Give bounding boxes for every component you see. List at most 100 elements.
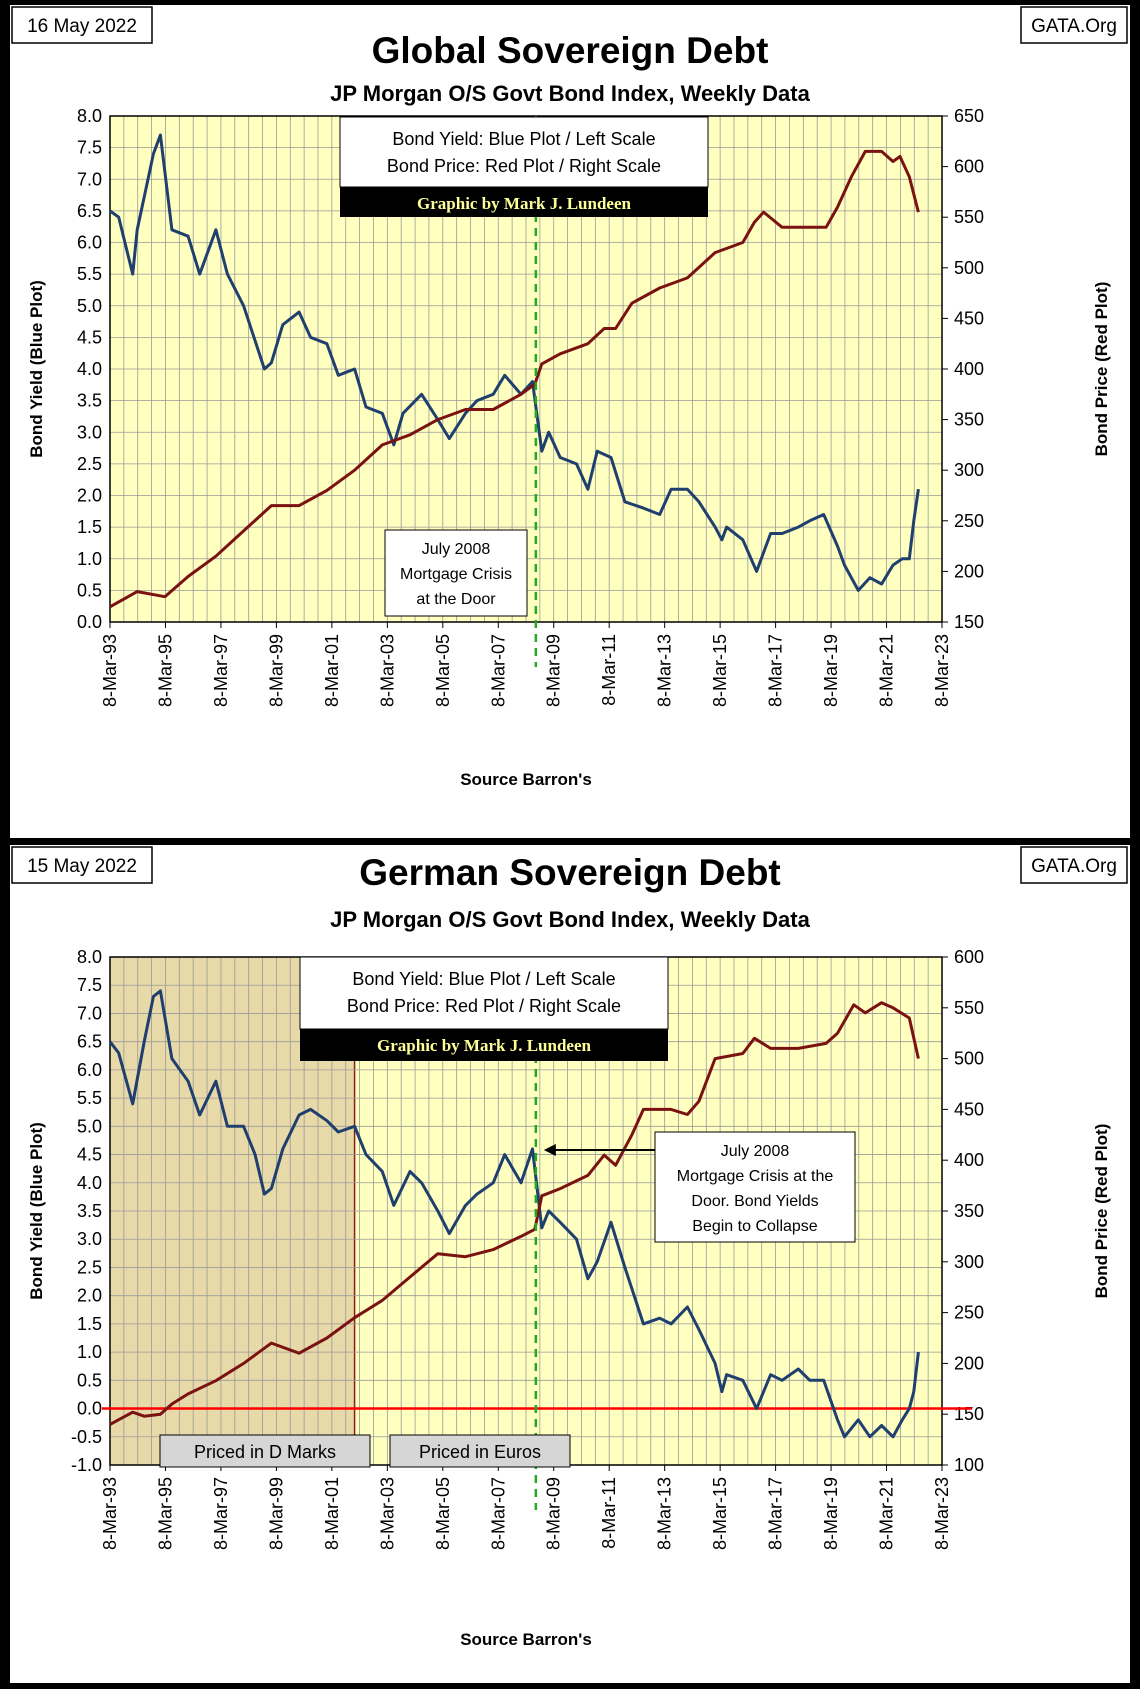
y-left-tick-label: 2.0 bbox=[77, 486, 102, 506]
x-tick-label: 8-Mar-97 bbox=[211, 1477, 231, 1550]
date-box bbox=[11, 846, 153, 884]
region-label-box bbox=[389, 1434, 571, 1468]
y-left-tick-label: 6.5 bbox=[77, 1032, 102, 1052]
chart-subtitle: JP Morgan O/S Govt Bond Index, Weekly Da… bbox=[330, 907, 810, 932]
graphic-credit-banner bbox=[340, 187, 708, 217]
region-label: Priced in D Marks bbox=[194, 1442, 336, 1462]
y-left-tick-label: 0.0 bbox=[77, 612, 102, 632]
annotation-line: Door. Bond Yields bbox=[691, 1193, 818, 1210]
legend-line: Bond Yield: Blue Plot / Left Scale bbox=[352, 969, 615, 989]
global-debt-chart-panel: 16 May 2022 GATA.Org Global Sovereign Debt… bbox=[10, 5, 1130, 838]
annotation-box bbox=[384, 529, 528, 617]
y-right-axis-label: Bond Price (Red Plot) bbox=[1092, 1124, 1111, 1299]
annotation-arrowhead bbox=[543, 1144, 556, 1156]
y-right-tick-label: 500 bbox=[954, 1049, 984, 1069]
x-axis-label: Source Barron's bbox=[460, 1630, 592, 1649]
plot-border bbox=[109, 115, 943, 623]
annotation-line: July 2008 bbox=[422, 541, 491, 558]
y-left-tick-label: 7.0 bbox=[77, 169, 102, 189]
y-left-tick-label: 5.5 bbox=[77, 264, 102, 284]
x-tick-label: 8-Mar-07 bbox=[488, 1477, 508, 1550]
x-tick-label: 8-Mar-23 bbox=[932, 634, 952, 707]
y-left-tick-label: 7.5 bbox=[77, 975, 102, 995]
y-left-tick-label: 5.0 bbox=[77, 1116, 102, 1136]
annotation-line: July 2008 bbox=[721, 1143, 790, 1160]
y-right-tick-label: 650 bbox=[954, 106, 984, 126]
credit-box bbox=[1020, 6, 1128, 44]
y-left-tick-label: 8.0 bbox=[77, 106, 102, 126]
region-label: Priced in Euros bbox=[419, 1442, 541, 1462]
date-box bbox=[11, 6, 153, 44]
y-right-tick-label: 300 bbox=[954, 1252, 984, 1272]
x-tick-label: 8-Mar-99 bbox=[266, 634, 286, 707]
y-left-tick-label: 4.0 bbox=[77, 359, 102, 379]
y-right-tick-label: 150 bbox=[954, 1404, 984, 1424]
y-left-tick-label: 3.5 bbox=[77, 1201, 102, 1221]
x-tick-label: 8-Mar-09 bbox=[544, 634, 564, 707]
y-right-tick-label: 550 bbox=[954, 998, 984, 1018]
y-left-tick-label: 5.5 bbox=[77, 1088, 102, 1108]
credit-box bbox=[1020, 846, 1128, 884]
x-tick-label: 8-Mar-95 bbox=[155, 634, 175, 707]
x-tick-label: 8-Mar-21 bbox=[877, 1477, 897, 1550]
x-tick-label: 8-Mar-13 bbox=[655, 1477, 675, 1550]
y-right-tick-label: 550 bbox=[954, 207, 984, 227]
legend-line: Bond Price: Red Plot / Right Scale bbox=[347, 996, 621, 1016]
chart-subtitle: JP Morgan O/S Govt Bond Index, Weekly Da… bbox=[330, 81, 810, 106]
annotation-line: Begin to Collapse bbox=[692, 1218, 818, 1235]
graphic-credit-banner bbox=[300, 1029, 668, 1061]
x-tick-label: 8-Mar-17 bbox=[766, 1477, 786, 1550]
y-left-tick-label: 6.0 bbox=[77, 1060, 102, 1080]
x-tick-label: 8-Mar-15 bbox=[710, 1477, 730, 1550]
y-right-tick-label: 600 bbox=[954, 157, 984, 177]
global-debt-chart: 16 May 2022 GATA.Org Global Sovereign Debt… bbox=[11, 6, 1128, 789]
y-left-tick-label: 7.0 bbox=[77, 1003, 102, 1023]
y-left-tick-label: 1.5 bbox=[77, 517, 102, 537]
x-tick-label: 8-Mar-99 bbox=[266, 1477, 286, 1550]
y-left-tick-label: 3.0 bbox=[77, 1229, 102, 1249]
bond-price-series bbox=[109, 149, 920, 609]
date-label: 15 May 2022 bbox=[27, 856, 137, 877]
y-right-tick-label: 150 bbox=[954, 612, 984, 632]
x-tick-label: 8-Mar-01 bbox=[322, 634, 342, 707]
german-debt-chart: 15 May 2022 GATA.Org German Sovereign Debt… bbox=[11, 846, 1128, 1649]
gata-credit: GATA.Org bbox=[1031, 856, 1117, 877]
y-left-tick-label: 0.5 bbox=[77, 580, 102, 600]
region-label-box bbox=[159, 1434, 371, 1468]
x-tick-label: 8-Mar-93 bbox=[100, 1477, 120, 1550]
chart-title: Global Sovereign Debt bbox=[372, 30, 769, 71]
y-left-tick-label: 8.0 bbox=[77, 947, 102, 967]
y-right-tick-label: 600 bbox=[954, 947, 984, 967]
x-tick-label: 8-Mar-01 bbox=[322, 1477, 342, 1550]
x-tick-label: 8-Mar-23 bbox=[932, 1477, 952, 1550]
y-left-tick-label: 6.5 bbox=[77, 201, 102, 221]
y-right-tick-label: 250 bbox=[954, 1303, 984, 1323]
x-tick-label: 8-Mar-93 bbox=[100, 634, 120, 707]
x-tick-label: 8-Mar-09 bbox=[544, 1477, 564, 1550]
x-tick-label: 8-Mar-17 bbox=[766, 634, 786, 707]
y-left-tick-label: 5.0 bbox=[77, 296, 102, 316]
legend-line: Bond Price: Red Plot / Right Scale bbox=[387, 156, 661, 176]
bond-yield-series bbox=[109, 133, 920, 592]
y-left-tick-label: 2.5 bbox=[77, 1257, 102, 1277]
y-left-axis-label: Bond Yield (Blue Plot) bbox=[27, 1122, 46, 1300]
y-right-tick-label: 200 bbox=[954, 561, 984, 581]
legend-box bbox=[299, 956, 669, 1030]
y-left-tick-label: 4.0 bbox=[77, 1173, 102, 1193]
y-right-tick-label: 400 bbox=[954, 359, 984, 379]
x-tick-label: 8-Mar-05 bbox=[433, 1477, 453, 1550]
y-right-tick-label: 500 bbox=[954, 258, 984, 278]
gata-credit: GATA.Org bbox=[1031, 16, 1117, 37]
y-left-tick-label: -1.0 bbox=[71, 1455, 102, 1475]
y-right-tick-label: 350 bbox=[954, 1201, 984, 1221]
y-left-tick-label: 3.5 bbox=[77, 391, 102, 411]
y-right-tick-label: 300 bbox=[954, 460, 984, 480]
x-tick-label: 8-Mar-97 bbox=[211, 634, 231, 707]
annotation-line: Mortgage Crisis at the bbox=[677, 1168, 834, 1185]
german-debt-chart-panel: 15 May 2022 GATA.Org German Sovereign Debt… bbox=[10, 845, 1130, 1683]
y-right-tick-label: 250 bbox=[954, 511, 984, 531]
y-right-tick-label: 350 bbox=[954, 410, 984, 430]
y-left-tick-label: 7.5 bbox=[77, 138, 102, 158]
x-tick-label: 8-Mar-03 bbox=[377, 1477, 397, 1550]
y-right-tick-label: 450 bbox=[954, 308, 984, 328]
